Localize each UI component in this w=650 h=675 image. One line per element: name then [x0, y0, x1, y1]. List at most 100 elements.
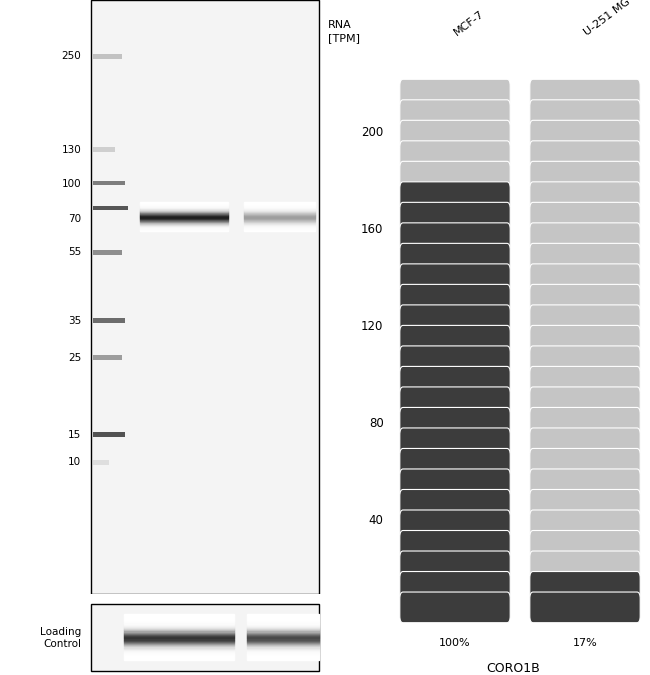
- Bar: [124, 614, 234, 616]
- Text: U-251 MG: U-251 MG: [582, 0, 632, 37]
- Text: RNA
[TPM]: RNA [TPM]: [328, 20, 360, 43]
- Text: 100%: 100%: [439, 638, 471, 648]
- Bar: [247, 639, 318, 640]
- FancyBboxPatch shape: [400, 346, 510, 377]
- Bar: [247, 653, 318, 655]
- FancyBboxPatch shape: [93, 319, 125, 323]
- FancyBboxPatch shape: [400, 182, 510, 213]
- Bar: [247, 625, 318, 626]
- Bar: [247, 632, 318, 634]
- FancyBboxPatch shape: [400, 79, 510, 110]
- Bar: [124, 641, 234, 642]
- FancyBboxPatch shape: [400, 141, 510, 171]
- Text: 25: 25: [68, 352, 81, 362]
- FancyBboxPatch shape: [93, 355, 122, 360]
- FancyBboxPatch shape: [400, 284, 510, 315]
- Bar: [124, 616, 234, 617]
- FancyBboxPatch shape: [530, 489, 640, 520]
- Bar: [124, 655, 234, 657]
- Bar: [124, 630, 234, 632]
- Bar: [247, 627, 318, 628]
- FancyBboxPatch shape: [400, 531, 510, 561]
- Bar: [124, 620, 234, 621]
- Text: MCF-7: MCF-7: [452, 8, 486, 37]
- Bar: [124, 632, 234, 634]
- FancyBboxPatch shape: [91, 0, 318, 594]
- FancyBboxPatch shape: [530, 572, 640, 602]
- FancyBboxPatch shape: [400, 551, 510, 582]
- FancyBboxPatch shape: [530, 141, 640, 171]
- FancyBboxPatch shape: [530, 100, 640, 130]
- Text: High: High: [153, 630, 179, 640]
- Bar: [124, 652, 234, 653]
- Bar: [124, 657, 234, 658]
- Bar: [247, 643, 318, 644]
- FancyBboxPatch shape: [530, 244, 640, 274]
- Bar: [247, 637, 318, 639]
- Text: 120: 120: [361, 320, 384, 333]
- Bar: [124, 624, 234, 625]
- Bar: [247, 630, 318, 632]
- Text: 100: 100: [62, 179, 81, 189]
- Bar: [247, 634, 318, 635]
- Bar: [247, 626, 318, 627]
- Text: 55: 55: [68, 248, 81, 257]
- FancyBboxPatch shape: [400, 202, 510, 233]
- FancyBboxPatch shape: [400, 305, 510, 335]
- Bar: [124, 640, 234, 641]
- Bar: [247, 620, 318, 621]
- Bar: [124, 643, 234, 644]
- Text: Low: Low: [223, 630, 245, 640]
- FancyBboxPatch shape: [530, 284, 640, 315]
- FancyBboxPatch shape: [530, 264, 640, 294]
- Bar: [247, 617, 318, 618]
- FancyBboxPatch shape: [530, 428, 640, 458]
- Text: 160: 160: [361, 223, 384, 236]
- Bar: [247, 644, 318, 645]
- FancyBboxPatch shape: [530, 531, 640, 561]
- FancyBboxPatch shape: [530, 469, 640, 500]
- FancyBboxPatch shape: [400, 572, 510, 602]
- Text: 200: 200: [361, 126, 384, 139]
- FancyBboxPatch shape: [530, 346, 640, 377]
- Bar: [124, 644, 234, 645]
- FancyBboxPatch shape: [93, 250, 122, 255]
- FancyBboxPatch shape: [530, 448, 640, 479]
- Bar: [247, 659, 318, 660]
- FancyBboxPatch shape: [400, 100, 510, 130]
- Bar: [124, 649, 234, 650]
- Bar: [124, 625, 234, 626]
- FancyBboxPatch shape: [400, 489, 510, 520]
- Bar: [247, 629, 318, 630]
- Bar: [124, 637, 234, 639]
- Bar: [124, 619, 234, 620]
- FancyBboxPatch shape: [530, 182, 640, 213]
- FancyBboxPatch shape: [400, 244, 510, 274]
- Text: CORO1B: CORO1B: [487, 662, 540, 674]
- FancyBboxPatch shape: [400, 428, 510, 458]
- Text: 10: 10: [68, 457, 81, 467]
- FancyBboxPatch shape: [530, 305, 640, 335]
- Bar: [247, 618, 318, 619]
- Bar: [124, 626, 234, 627]
- Bar: [124, 635, 234, 636]
- Text: 40: 40: [369, 514, 383, 527]
- Bar: [247, 657, 318, 658]
- FancyBboxPatch shape: [91, 605, 318, 671]
- Bar: [247, 650, 318, 651]
- FancyBboxPatch shape: [400, 367, 510, 397]
- FancyBboxPatch shape: [530, 325, 640, 356]
- Bar: [247, 645, 318, 647]
- FancyBboxPatch shape: [530, 551, 640, 582]
- FancyBboxPatch shape: [530, 202, 640, 233]
- FancyBboxPatch shape: [400, 161, 510, 192]
- Bar: [124, 629, 234, 630]
- FancyBboxPatch shape: [530, 223, 640, 254]
- Bar: [124, 618, 234, 619]
- Bar: [247, 652, 318, 653]
- FancyBboxPatch shape: [400, 448, 510, 479]
- Bar: [124, 645, 234, 647]
- FancyBboxPatch shape: [93, 54, 122, 59]
- Text: 15: 15: [68, 430, 81, 440]
- FancyBboxPatch shape: [400, 223, 510, 254]
